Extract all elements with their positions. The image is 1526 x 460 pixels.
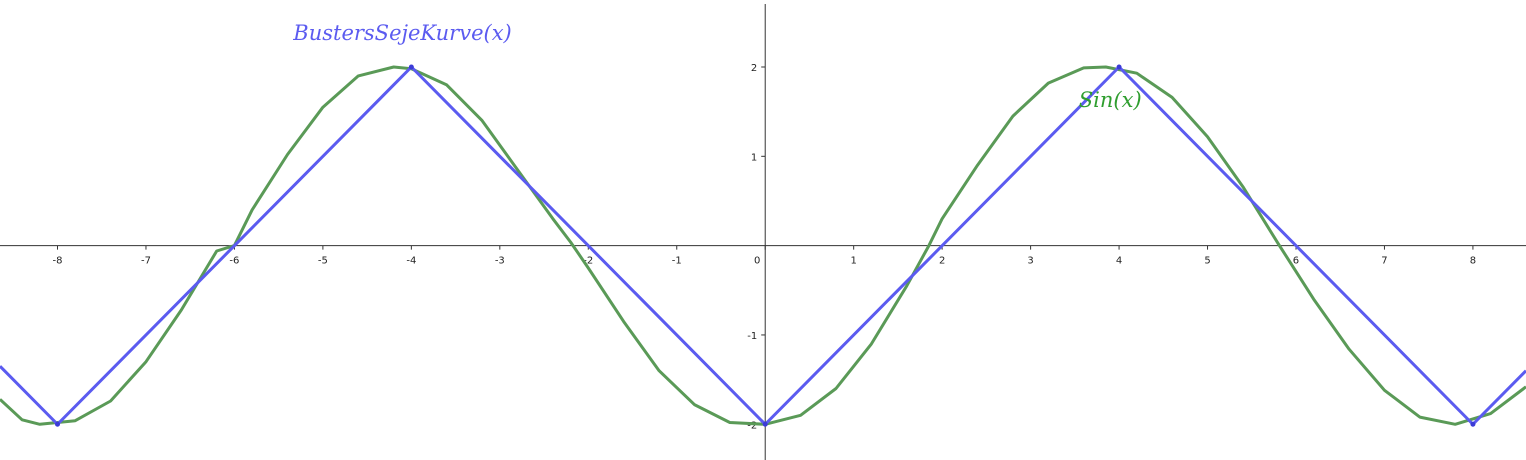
vertex-point [762, 421, 768, 427]
vertex-point [1116, 64, 1122, 70]
vertex-point [408, 64, 414, 70]
x-tick-label: 0 [754, 256, 760, 267]
y-tick-label: 1 [751, 152, 757, 163]
x-tick-label: 5 [1204, 256, 1210, 267]
busters-seje-kurve-label: BustersSejeKurve(x) [292, 21, 511, 45]
x-axis-ticks: -8 -7 -6 -5 -4 -3 -2 -1 0 1 2 3 4 5 6 7 8 [53, 245, 1476, 267]
x-tick-label: -8 [53, 256, 63, 267]
x-tick-label: 1 [850, 256, 856, 267]
y-tick-label: 2 [751, 63, 757, 74]
x-tick-label: -3 [495, 256, 505, 267]
x-tick-label: 3 [1027, 256, 1033, 267]
sin-label: Sin(x) [1079, 88, 1142, 112]
x-tick-label: -5 [318, 256, 328, 267]
x-tick-label: -2 [583, 256, 593, 267]
x-tick-label: -6 [229, 256, 239, 267]
x-tick-label: -4 [406, 256, 416, 267]
vertex-marks [55, 64, 1476, 427]
x-tick-label: 6 [1293, 256, 1299, 267]
x-tick-label: 7 [1381, 256, 1387, 267]
y-tick-label: -1 [747, 331, 757, 342]
x-tick-label: 8 [1470, 256, 1476, 267]
vertex-point [1470, 421, 1476, 427]
x-tick-label: -1 [672, 256, 682, 267]
x-tick-label: 2 [939, 256, 945, 267]
curve-labels: BustersSejeKurve(x) Sin(x) [292, 21, 1141, 112]
vertex-point [55, 421, 61, 427]
y-axis-ticks: -2 -1 1 2 [747, 63, 766, 431]
x-tick-label: 4 [1116, 256, 1122, 267]
y-tick-label: -2 [747, 420, 757, 431]
x-tick-label: -7 [141, 256, 151, 267]
